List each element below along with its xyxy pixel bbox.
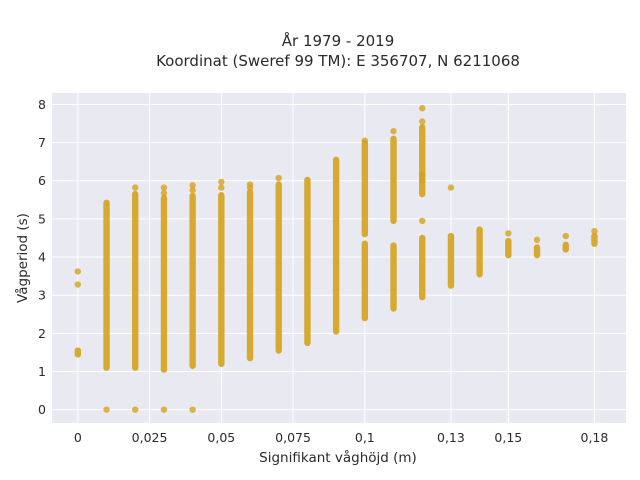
data-point [419, 105, 426, 112]
data-point-run [304, 176, 311, 347]
data-point-run [419, 124, 426, 198]
data-point [132, 406, 139, 413]
data-point [189, 406, 196, 413]
data-point-run [332, 156, 340, 335]
y-tick-label: 3 [38, 288, 46, 303]
y-tick-label: 6 [38, 173, 46, 188]
data-point [189, 182, 196, 189]
data-points [74, 105, 598, 413]
data-point [103, 406, 110, 413]
data-point [74, 268, 82, 275]
data-point-run [390, 135, 397, 225]
y-axis-label: Vågperiod (s) [14, 213, 31, 303]
data-point-run [74, 347, 82, 358]
data-point-run [533, 244, 541, 259]
data-point-run [189, 192, 196, 369]
data-point [218, 178, 225, 186]
data-point [246, 181, 254, 188]
data-point [533, 236, 541, 244]
y-tick-label: 4 [38, 250, 46, 265]
data-point-run [361, 140, 369, 238]
data-point-run [132, 190, 139, 371]
data-point [419, 118, 426, 125]
data-point-run [275, 181, 282, 354]
y-tick-label: 7 [38, 135, 46, 150]
data-point-run [591, 232, 598, 247]
y-tick-label: 0 [38, 402, 46, 417]
y-axis-ticks: 0 1 2 3 4 5 6 7 8 [38, 97, 46, 417]
x-tick-label: 0,05 [207, 430, 235, 445]
data-point [419, 177, 426, 184]
data-point [160, 189, 168, 197]
data-point-run [419, 234, 426, 301]
x-tick-label: 0,075 [275, 430, 311, 445]
data-point-run [218, 192, 225, 368]
x-tick-label: 0,025 [132, 430, 168, 445]
data-point [132, 184, 139, 191]
data-point-run [390, 242, 397, 312]
data-point [390, 127, 397, 135]
data-point-run [361, 240, 369, 322]
chart-title-line-1: År 1979 - 2019 [282, 31, 395, 50]
data-point-run [246, 188, 254, 362]
x-tick-label: 0,18 [581, 430, 609, 445]
data-point-run [160, 194, 168, 373]
data-point [591, 227, 598, 235]
data-point [562, 232, 569, 240]
y-tick-label: 5 [38, 211, 46, 226]
data-point-run [476, 226, 483, 278]
x-axis-label: Signifikant våghöjd (m) [259, 449, 417, 466]
data-point [419, 171, 426, 179]
x-tick-label: 0 [74, 430, 82, 445]
data-point-run [103, 199, 110, 371]
x-tick-label: 0,1 [355, 430, 375, 445]
data-point-run [562, 241, 569, 253]
x-tick-label: 0,15 [494, 430, 522, 445]
data-point [160, 406, 168, 413]
y-tick-label: 2 [38, 326, 46, 341]
y-tick-label: 1 [38, 364, 46, 379]
y-tick-label: 8 [38, 97, 46, 112]
data-point [361, 137, 369, 144]
data-point [505, 230, 512, 237]
data-point-run [447, 232, 455, 289]
chart-title-line-2: Koordinat (Sweref 99 TM): E 356707, N 62… [156, 52, 520, 70]
data-point-run [505, 237, 512, 259]
x-axis-ticks: 0 0,025 0,05 0,075 0,1 0,13 0,15 0,18 [74, 430, 609, 445]
data-point [275, 174, 282, 182]
data-point [189, 187, 196, 194]
data-point [74, 281, 82, 288]
data-point [419, 217, 426, 225]
x-tick-label: 0,13 [437, 430, 465, 445]
data-point [218, 184, 225, 191]
data-point [447, 184, 455, 191]
data-point [160, 184, 168, 191]
